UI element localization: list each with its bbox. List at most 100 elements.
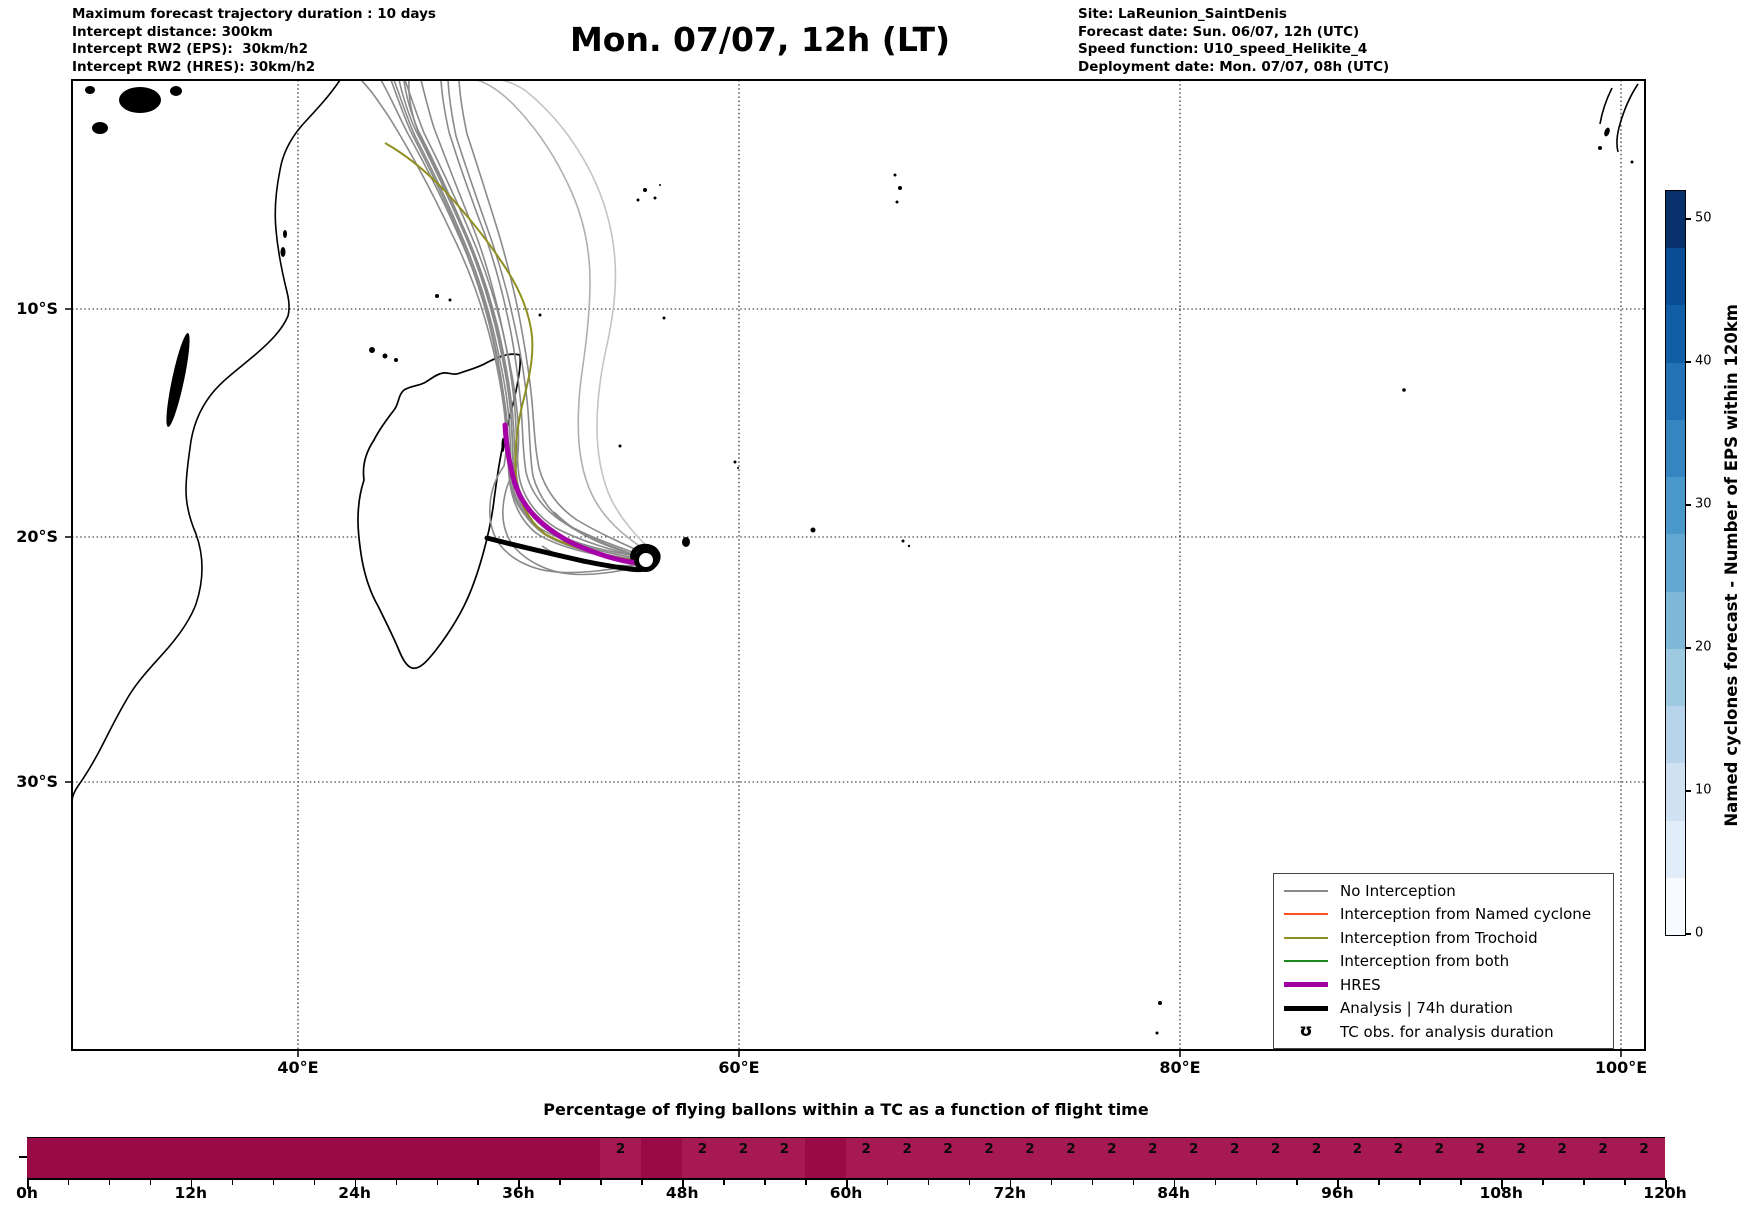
bar-chart-y-tick <box>19 1156 27 1158</box>
bar-axis-tick-label: 60h <box>829 1184 863 1202</box>
bar-axis-tick <box>190 1180 193 1189</box>
bar-bin-36h <box>518 1138 560 1179</box>
green-line-swatch <box>1284 960 1328 963</box>
bar-bin-3h <box>67 1138 109 1179</box>
bar-axis-tick <box>886 1180 889 1185</box>
colorbar-segment <box>1666 534 1685 592</box>
bar-bin-9h <box>149 1138 191 1179</box>
colorbar-segment <box>1666 706 1685 764</box>
bar-axis-tick <box>846 1180 848 1189</box>
bar-axis-tick <box>1009 1180 1012 1189</box>
bar-bin-30h <box>436 1138 478 1179</box>
bar-bin-99h: 2 <box>1377 1138 1419 1179</box>
bar-axis-tick <box>1583 1180 1585 1185</box>
intercept-rw2-eps-text: Intercept RW2 (EPS): 30km/h2 <box>72 41 308 57</box>
site-text: Site: LaReunion_SaintDenis <box>1078 6 1287 22</box>
bar-axis-tick <box>1665 1180 1667 1189</box>
bar-bin-117h: 2 <box>1623 1138 1665 1179</box>
coastlines <box>72 80 1639 1035</box>
bar-axis-tick <box>1337 1180 1339 1189</box>
bar-bin-105h: 2 <box>1459 1138 1501 1179</box>
sumatra-islands <box>1598 127 1634 164</box>
lakes <box>85 86 190 427</box>
madagascar-coastline <box>357 353 522 670</box>
bar-axis-tick <box>1255 1180 1257 1185</box>
bar-axis-tick-label: 96h <box>1321 1184 1354 1202</box>
bar-axis-tick <box>1460 1180 1462 1185</box>
deployment-date-text: Deployment date: Mon. 07/07, 08h (UTC) <box>1078 58 1390 75</box>
bar-bin-24h <box>354 1138 396 1179</box>
tc-obs-cluster <box>634 548 658 572</box>
bar-axis-tick <box>682 1180 684 1189</box>
intercept-distance-text: Intercept distance: 300km <box>72 23 273 40</box>
x-tick-60e: 60°E <box>718 1058 760 1077</box>
bar-bin-75h: 2 <box>1050 1138 1092 1179</box>
bar-axis-tick <box>313 1180 316 1185</box>
bar-bin-108h: 2 <box>1500 1138 1542 1179</box>
orange-line-swatch <box>1284 913 1328 916</box>
map-frame <box>71 79 1646 1051</box>
bar-axis-tick-label: 120h <box>1643 1184 1687 1202</box>
bar-axis-tick-label: 72h <box>993 1184 1027 1202</box>
olive-line-swatch <box>1284 936 1328 939</box>
bar-axis-tick <box>968 1180 971 1185</box>
bar-bin-78h: 2 <box>1091 1138 1133 1179</box>
bar-axis-tick <box>354 1180 357 1189</box>
bar-bin-63h: 2 <box>886 1138 928 1179</box>
bar-bin-0h <box>27 1138 68 1179</box>
bar-axis-tick <box>395 1180 398 1185</box>
bar-bin-48h: 2 <box>682 1138 723 1179</box>
colorbar-segment <box>1666 477 1685 535</box>
colorbar-tick <box>1686 647 1691 649</box>
x-tick-80e: 80°E <box>1159 1058 1201 1077</box>
bar-axis-tick <box>436 1180 438 1185</box>
bar-axis-tick <box>1296 1180 1298 1185</box>
bar-bin-72h: 2 <box>1009 1138 1051 1179</box>
bar-bin-33h <box>477 1138 519 1179</box>
legend-item-trochoid: Interception from Trochoid <box>1284 926 1605 950</box>
bar-axis-tick <box>559 1180 561 1185</box>
y-tick-10s: 10°S <box>16 299 58 318</box>
bar-axis-tick <box>67 1180 70 1185</box>
bar-axis-tick <box>1091 1180 1094 1185</box>
bar-bin-60h: 2 <box>845 1138 887 1179</box>
bar-axis-tick <box>723 1180 725 1185</box>
bar-axis-tick <box>1501 1180 1503 1189</box>
colorbar-segment <box>1666 763 1685 821</box>
bar-axis-tick <box>272 1180 275 1185</box>
colorbar-tick <box>1686 933 1691 935</box>
bar-axis-tick <box>1050 1180 1053 1185</box>
tc-symbol-icon: ʊ <box>1299 1021 1313 1042</box>
colorbar-segment <box>1666 248 1685 306</box>
colorbar-segment <box>1666 191 1685 249</box>
trochoid-interception-trajectory <box>384 142 644 563</box>
bar-bin-69h: 2 <box>968 1138 1010 1179</box>
sumatra-coastline <box>1599 83 1639 153</box>
bar-axis-tick <box>149 1180 152 1185</box>
figure-title: Mon. 07/07, 12h (LT) <box>569 20 951 59</box>
header-right-block: Site: LaReunion_SaintDenis Forecast date… <box>1078 6 1389 76</box>
bar-axis-tick <box>1132 1180 1135 1185</box>
bar-axis-tick <box>1624 1180 1626 1185</box>
y-tick-20s: 20°S <box>16 527 58 546</box>
colorbar-tick-label: 40 <box>1695 353 1712 369</box>
colorbar-tick <box>1686 361 1691 363</box>
colorbar-segment <box>1666 877 1685 936</box>
max-duration-text: Maximum forecast trajectory duration : 1… <box>72 6 436 22</box>
bar-axis-tick-label: 36h <box>502 1184 535 1202</box>
bar-axis-tick-label: 108h <box>1479 1184 1523 1202</box>
legend-item-both: Interception from both <box>1284 950 1605 974</box>
bar-bin-42h: 2 <box>600 1138 642 1179</box>
bar-axis-tick <box>108 1180 111 1185</box>
bar-bin-87h: 2 <box>1214 1138 1256 1179</box>
hres-trajectory <box>502 422 651 565</box>
bar-chart-title: Percentage of flying ballons within a TC… <box>543 1100 1149 1119</box>
x-tick-40e: 40°E <box>277 1058 319 1077</box>
y-tick-30s: 30°S <box>16 772 58 791</box>
bar-axis-tick <box>1214 1180 1217 1185</box>
legend-item-named-cyclone: Interception from Named cyclone <box>1284 903 1605 927</box>
bar-axis-tick <box>231 1180 234 1185</box>
colorbar-segment <box>1666 419 1685 478</box>
bar-bin-51h: 2 <box>722 1138 764 1179</box>
bar-bin-114h: 2 <box>1582 1138 1624 1179</box>
